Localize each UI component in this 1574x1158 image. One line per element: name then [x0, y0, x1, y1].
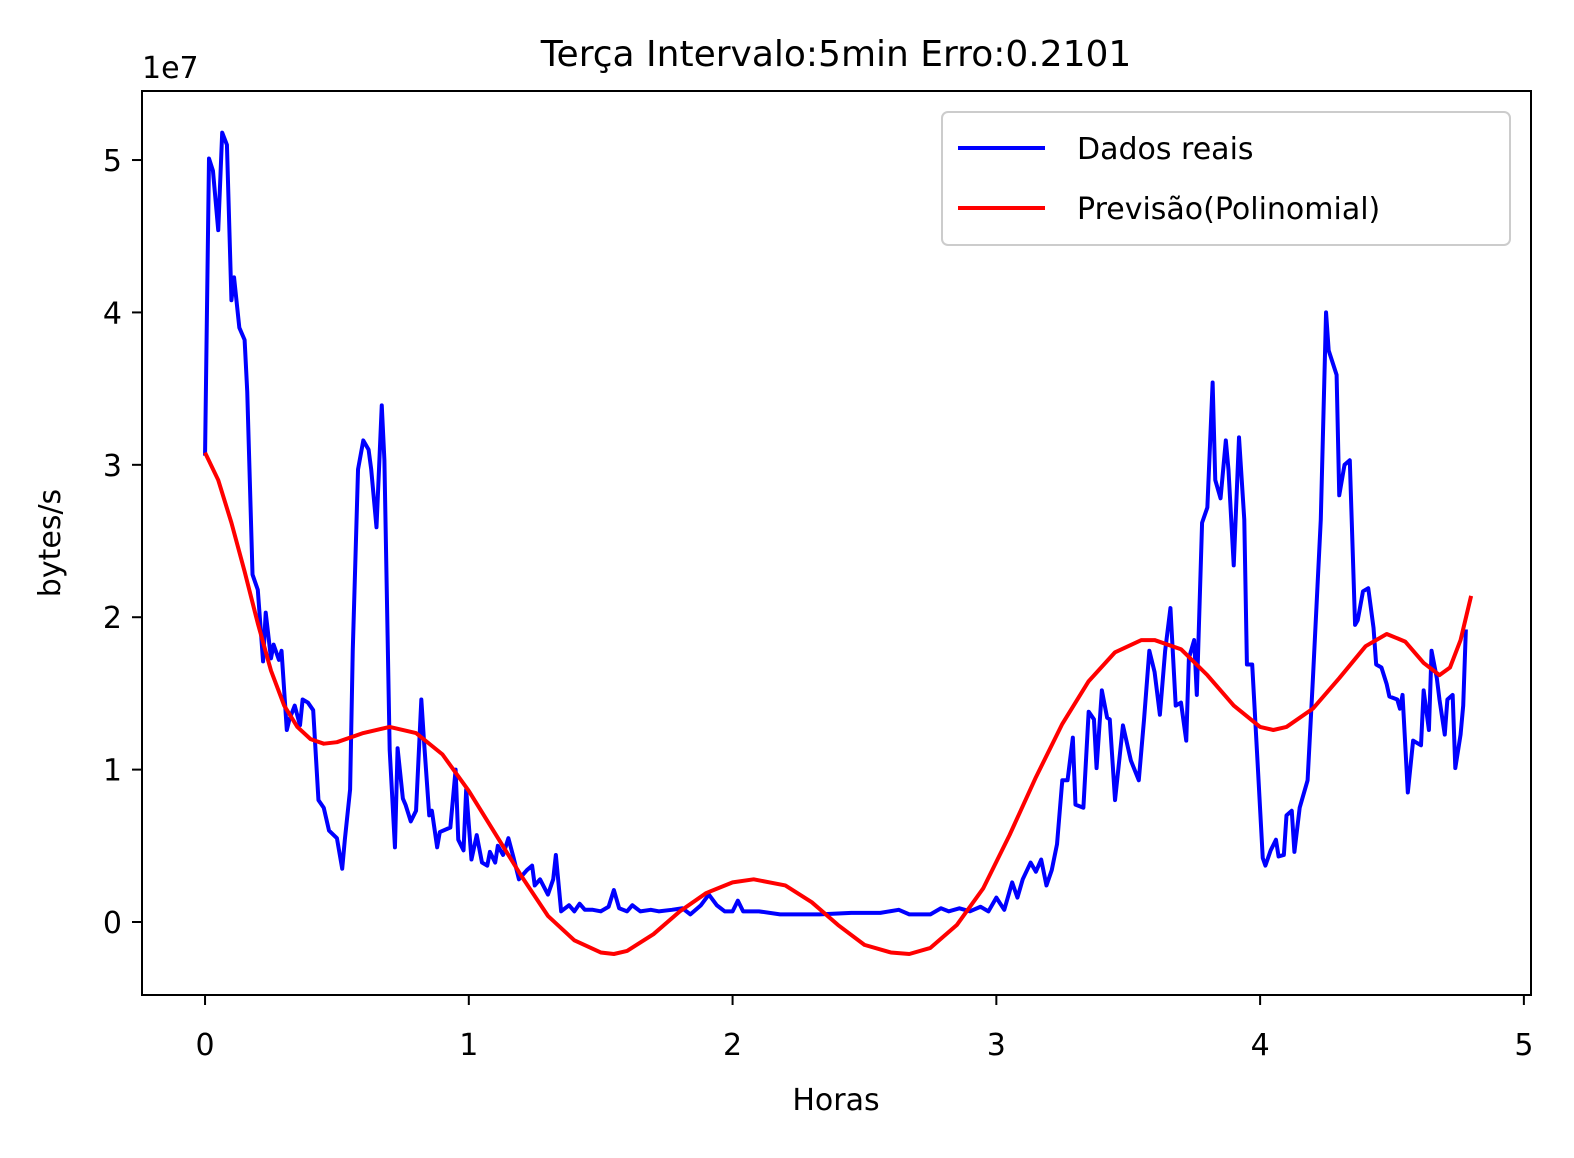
legend-label: Dados reais	[1077, 132, 1254, 167]
x-tick-label: 5	[1514, 1028, 1533, 1063]
y-axis-label: bytes/s	[33, 489, 68, 597]
y-tick-label: 3	[103, 449, 122, 484]
legend-label: Previsão(Polinomial)	[1077, 192, 1380, 227]
legend: Dados reais Previsão(Polinomial)	[941, 111, 1511, 246]
x-tick-label: 0	[195, 1028, 214, 1063]
y-tick-label: 5	[103, 144, 122, 179]
legend-frame	[941, 111, 1511, 246]
plot-area	[203, 130, 1474, 957]
y-tick-label: 4	[103, 296, 122, 331]
x-tick-label: 4	[1251, 1028, 1270, 1063]
x-tick-label: 3	[987, 1028, 1006, 1063]
series-line	[203, 451, 1474, 957]
x-axis-label: Horas	[792, 1083, 879, 1118]
x-tick-label: 2	[723, 1028, 742, 1063]
y-tick-label: 0	[103, 906, 122, 941]
axes-frame	[141, 90, 1532, 996]
x-tick-label: 1	[459, 1028, 478, 1063]
y-offset-label: 1e7	[142, 51, 199, 86]
y-tick-label: 2	[103, 601, 122, 636]
y-tick-label: 1	[103, 754, 122, 789]
series-line	[203, 130, 1468, 917]
chart-title: Terça Intervalo:5min Erro:0.2101	[540, 34, 1132, 75]
